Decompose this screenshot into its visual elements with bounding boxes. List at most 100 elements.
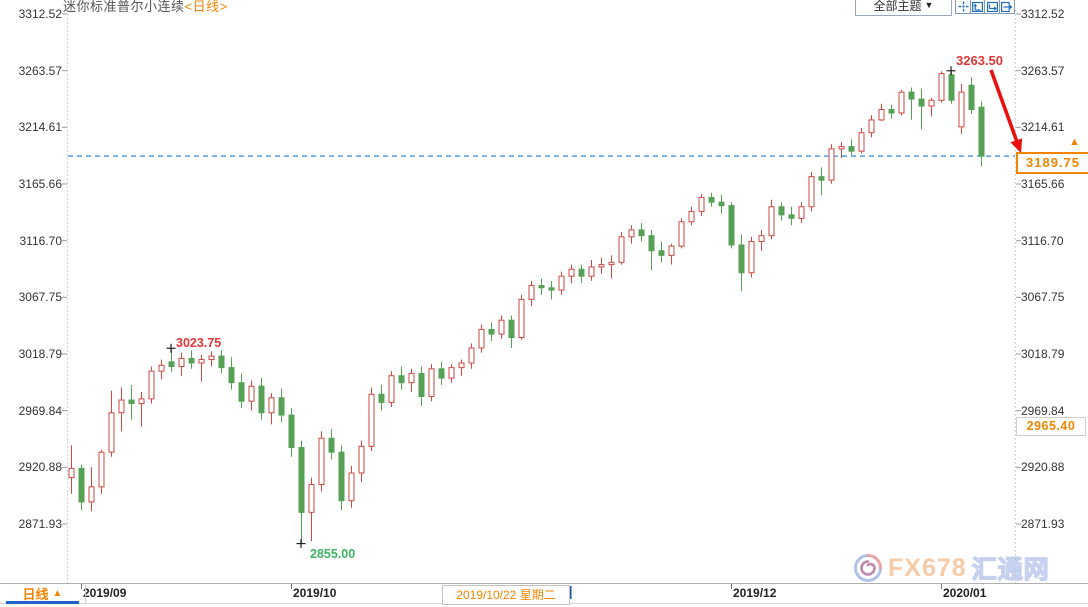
candle xyxy=(898,89,905,116)
candle xyxy=(508,315,515,348)
price-axis-label-right: 3312.52 xyxy=(1021,7,1065,21)
tab-up-arrow-icon: ▲ xyxy=(52,588,63,599)
candle xyxy=(68,445,75,494)
instrument-title: 迷你标准普尔小连续<日线> xyxy=(63,0,228,15)
candle xyxy=(138,391,145,427)
candle xyxy=(908,87,915,120)
candle xyxy=(108,390,115,457)
tab-daily-label: 日线 xyxy=(22,587,49,602)
candle xyxy=(708,192,715,207)
candle xyxy=(938,71,945,103)
candle xyxy=(968,77,975,115)
candle xyxy=(578,264,585,284)
date-tooltip: 2019/10/22 星期二 xyxy=(442,585,570,605)
price-axis-label-right: 2969.84 xyxy=(1021,403,1065,418)
candle xyxy=(948,70,955,104)
candle xyxy=(538,278,545,295)
candle xyxy=(828,144,835,184)
theme-dropdown-label: 全部主题 xyxy=(873,0,922,13)
candle xyxy=(658,241,665,263)
candle xyxy=(678,218,685,249)
price-axis-label-right: 3214.61 xyxy=(1021,120,1065,135)
candle xyxy=(398,366,405,390)
candle xyxy=(978,101,985,167)
price-axis-label-right: 3116.70 xyxy=(1021,233,1064,248)
candle xyxy=(188,350,195,369)
candle xyxy=(438,361,445,386)
candle xyxy=(408,368,415,392)
peak-high-label: 3263.50 xyxy=(956,53,1003,68)
candle xyxy=(758,229,765,251)
date-axis-label: 2019/12 xyxy=(733,586,777,600)
sell-off-arrow xyxy=(989,69,1019,142)
candle xyxy=(778,202,785,221)
price-axis-label-left: 3018.79 xyxy=(18,346,62,361)
candle xyxy=(698,194,705,217)
candle xyxy=(268,393,275,425)
candle xyxy=(368,387,375,451)
watermark: FX678 汇通网 xyxy=(853,550,1050,586)
previous-settlement-tag: 2965.40 xyxy=(1016,417,1086,436)
candle xyxy=(878,103,885,122)
candle xyxy=(148,366,155,404)
candle xyxy=(328,428,335,460)
sell-off-arrow-head xyxy=(1010,138,1023,153)
candle xyxy=(158,359,165,380)
go-to-latest-button[interactable] xyxy=(998,0,1015,14)
candle xyxy=(638,222,645,242)
theme-dropdown[interactable]: 全部主题 ▼ xyxy=(855,0,952,16)
go-to-latest-icon xyxy=(1001,1,1012,12)
candle xyxy=(768,199,775,240)
candle xyxy=(738,234,745,292)
candle xyxy=(488,322,495,342)
candle xyxy=(278,388,285,423)
candle xyxy=(98,449,105,494)
brand-logo-icon xyxy=(854,554,882,582)
candle xyxy=(888,104,895,119)
candle xyxy=(718,195,725,214)
candle xyxy=(798,202,805,223)
price-axis-label-left: 2920.88 xyxy=(18,460,62,475)
candle xyxy=(548,280,555,300)
candle xyxy=(518,294,525,340)
candle xyxy=(788,206,795,226)
current-price-tag: 3189.75 xyxy=(1016,152,1088,174)
price-axis-label-left: 2871.93 xyxy=(18,516,62,531)
candle xyxy=(618,232,625,265)
candle xyxy=(958,84,965,134)
candle xyxy=(418,366,425,406)
price-axis-label-left: 3214.61 xyxy=(18,120,62,135)
date-axis-label: 2019/09 xyxy=(83,586,127,600)
price-direction-arrow-icon: ▲ xyxy=(1069,136,1080,148)
candle xyxy=(808,172,815,212)
tab-daily[interactable]: 日线 ▲ xyxy=(0,584,86,603)
candle xyxy=(868,115,875,138)
auto-scale-button[interactable] xyxy=(969,0,986,14)
watermark-brand: FX678 xyxy=(888,553,967,582)
candle xyxy=(748,236,755,278)
candle xyxy=(78,464,85,511)
crosshair-tool-button[interactable] xyxy=(955,0,971,14)
price-axis-label-right: 3165.66 xyxy=(1021,176,1065,191)
candle xyxy=(198,354,205,382)
active-tab-indicator xyxy=(6,601,79,604)
candle xyxy=(668,243,675,265)
price-axis-label-right: 3067.75 xyxy=(1021,290,1065,305)
candle xyxy=(928,97,935,117)
candle xyxy=(388,371,395,407)
instrument-name: 迷你标准普尔小连续 xyxy=(63,0,185,14)
candle xyxy=(688,206,695,226)
candle xyxy=(848,139,855,156)
candle xyxy=(298,440,305,544)
candle xyxy=(128,385,135,420)
candle xyxy=(248,380,255,411)
candle xyxy=(378,385,385,411)
candle xyxy=(918,88,925,130)
candle xyxy=(428,364,435,402)
candle xyxy=(348,466,355,508)
candle xyxy=(318,431,325,492)
candle xyxy=(588,259,595,281)
candle xyxy=(558,271,565,295)
